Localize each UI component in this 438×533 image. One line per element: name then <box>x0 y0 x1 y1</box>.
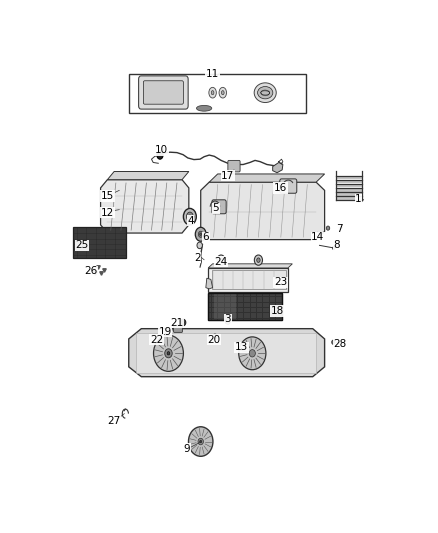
Ellipse shape <box>200 233 202 236</box>
Ellipse shape <box>200 440 202 443</box>
Text: 11: 11 <box>206 69 219 79</box>
Text: 14: 14 <box>311 232 325 242</box>
Ellipse shape <box>217 255 225 265</box>
Text: 18: 18 <box>270 306 284 316</box>
Polygon shape <box>206 278 212 289</box>
Polygon shape <box>201 182 325 240</box>
Polygon shape <box>129 329 325 377</box>
Polygon shape <box>107 172 189 180</box>
Text: 10: 10 <box>155 145 168 155</box>
Text: 13: 13 <box>235 342 248 352</box>
Bar <box>212 270 286 289</box>
Text: 12: 12 <box>101 207 114 217</box>
Ellipse shape <box>187 212 193 221</box>
Bar <box>336 192 362 196</box>
Ellipse shape <box>157 151 163 159</box>
Polygon shape <box>209 174 325 182</box>
Ellipse shape <box>198 231 203 237</box>
Bar <box>208 268 288 292</box>
Text: 21: 21 <box>170 318 184 327</box>
Bar <box>336 197 362 200</box>
Bar <box>208 293 282 320</box>
Ellipse shape <box>257 258 260 262</box>
Text: 22: 22 <box>150 335 163 345</box>
Text: 4: 4 <box>187 216 194 226</box>
Ellipse shape <box>254 83 276 102</box>
Text: 28: 28 <box>333 339 346 349</box>
Text: 20: 20 <box>208 335 221 345</box>
Ellipse shape <box>332 247 335 249</box>
Ellipse shape <box>239 337 266 370</box>
Ellipse shape <box>219 258 223 262</box>
Ellipse shape <box>165 349 172 358</box>
Ellipse shape <box>188 427 213 456</box>
Text: 16: 16 <box>274 183 287 193</box>
Text: 2: 2 <box>194 253 201 263</box>
Text: 6: 6 <box>202 232 209 242</box>
FancyBboxPatch shape <box>74 227 126 257</box>
FancyBboxPatch shape <box>228 160 240 172</box>
Bar <box>136 333 316 373</box>
Ellipse shape <box>332 340 335 344</box>
Text: 9: 9 <box>184 444 191 454</box>
Ellipse shape <box>180 319 186 326</box>
Text: 17: 17 <box>221 171 234 181</box>
Ellipse shape <box>254 255 262 265</box>
Text: 15: 15 <box>101 191 114 201</box>
Text: 5: 5 <box>213 204 219 213</box>
Polygon shape <box>101 180 189 233</box>
Bar <box>130 74 306 113</box>
Ellipse shape <box>213 334 217 339</box>
Ellipse shape <box>198 438 203 445</box>
Ellipse shape <box>258 86 273 99</box>
Ellipse shape <box>195 227 206 241</box>
Polygon shape <box>208 264 293 268</box>
FancyBboxPatch shape <box>280 179 297 193</box>
Text: 27: 27 <box>107 416 121 426</box>
Bar <box>336 180 362 183</box>
Ellipse shape <box>211 91 214 95</box>
Ellipse shape <box>326 226 330 230</box>
Ellipse shape <box>167 352 170 355</box>
Bar <box>336 184 362 188</box>
Ellipse shape <box>197 106 212 111</box>
Ellipse shape <box>226 319 230 325</box>
Bar <box>336 176 362 179</box>
Bar <box>214 294 237 319</box>
Bar <box>208 293 282 320</box>
Text: 1: 1 <box>355 195 362 204</box>
Text: 25: 25 <box>75 240 88 251</box>
Ellipse shape <box>188 215 191 219</box>
Text: 8: 8 <box>333 240 340 251</box>
Ellipse shape <box>184 208 196 225</box>
Ellipse shape <box>154 335 184 372</box>
Bar <box>336 188 362 191</box>
Text: 19: 19 <box>159 327 172 336</box>
Polygon shape <box>273 163 283 173</box>
Ellipse shape <box>222 91 224 95</box>
Ellipse shape <box>209 87 216 98</box>
Ellipse shape <box>219 87 226 98</box>
FancyBboxPatch shape <box>138 76 188 109</box>
Text: 3: 3 <box>225 314 231 324</box>
Ellipse shape <box>197 242 202 248</box>
Ellipse shape <box>182 321 184 324</box>
Ellipse shape <box>249 350 255 357</box>
Text: 24: 24 <box>215 257 228 267</box>
FancyBboxPatch shape <box>173 325 182 333</box>
Text: 7: 7 <box>336 224 343 234</box>
FancyBboxPatch shape <box>143 81 184 104</box>
Text: 23: 23 <box>274 277 287 287</box>
Text: 26: 26 <box>84 266 97 276</box>
FancyBboxPatch shape <box>212 200 226 214</box>
